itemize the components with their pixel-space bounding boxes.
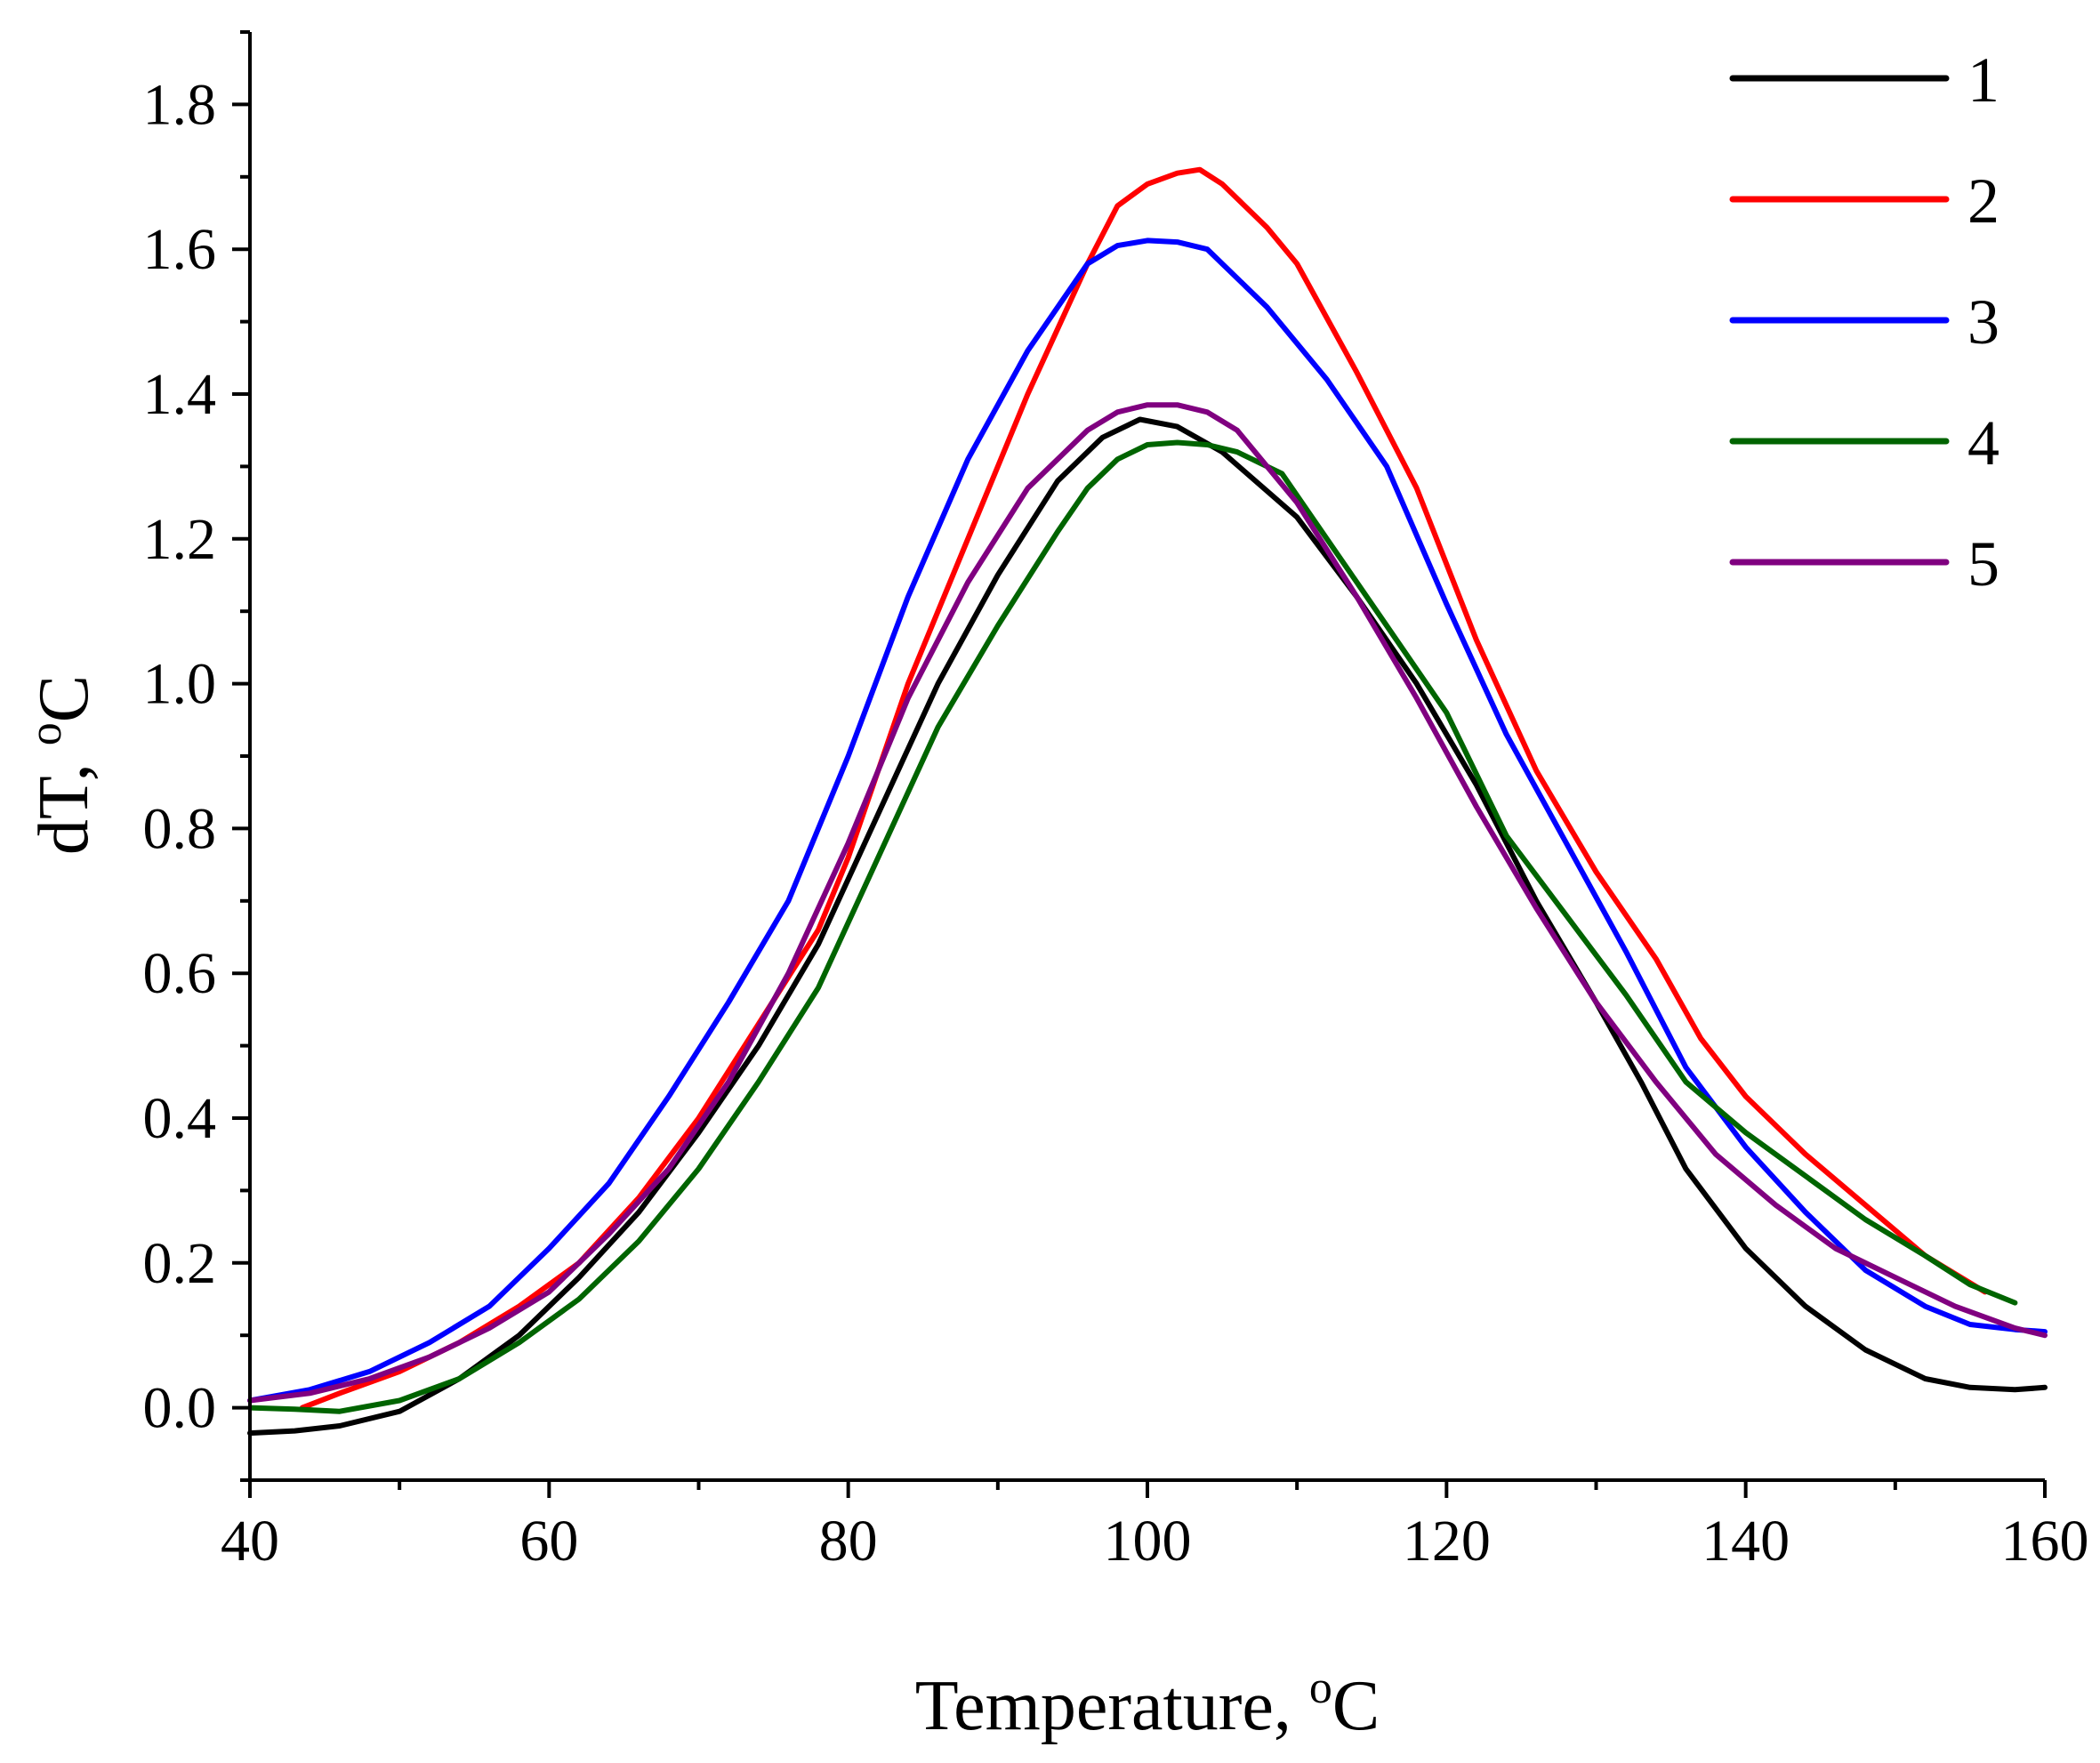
y-tick-label: 1.4 bbox=[143, 362, 217, 427]
legend-label-3: 3 bbox=[1967, 286, 1999, 358]
x-tick-label: 80 bbox=[819, 1509, 878, 1574]
x-tick-label: 60 bbox=[519, 1509, 578, 1574]
y-tick-label: 1.0 bbox=[143, 652, 217, 717]
y-tick-label: 0.8 bbox=[143, 796, 217, 861]
series-line-1 bbox=[247, 416, 2048, 1437]
y-tick-label: 1.2 bbox=[143, 507, 217, 572]
x-axis-title: Temperature, oC bbox=[915, 1662, 1380, 1745]
legend-label-5: 5 bbox=[1967, 528, 1999, 600]
y-tick-label: 0.0 bbox=[143, 1376, 217, 1441]
legend-label-2: 2 bbox=[1967, 165, 1999, 237]
y-tick-label: 0.4 bbox=[143, 1086, 217, 1151]
series-line-3 bbox=[247, 237, 2048, 1404]
legend-label-1: 1 bbox=[1967, 44, 1999, 116]
ticks-layer: 40 60 80 100 120 140 160 0.0 0.2 0.4 0.6 0.8 1.0 1.2 1… bbox=[143, 30, 2089, 1574]
series-line-2 bbox=[299, 166, 1988, 1411]
axes-layer bbox=[248, 32, 2045, 1482]
x-tick-label: 140 bbox=[1702, 1509, 1790, 1574]
y-tick-label: 1.8 bbox=[143, 72, 217, 137]
y-tick-label: 1.6 bbox=[143, 217, 217, 282]
legend: 1 2 3 4 5 bbox=[1729, 44, 1999, 600]
x-tick-label: 40 bbox=[221, 1509, 279, 1574]
legend-label-4: 4 bbox=[1967, 407, 1999, 479]
x-tick-label: 160 bbox=[2001, 1509, 2089, 1574]
y-tick-label: 0.6 bbox=[143, 941, 217, 1006]
series-layer bbox=[247, 166, 2048, 1437]
y-tick-label: 0.2 bbox=[143, 1231, 217, 1296]
y-axis-title: dT, oC bbox=[20, 675, 103, 855]
series-line-4 bbox=[247, 439, 2018, 1414]
x-tick-label: 100 bbox=[1104, 1509, 1192, 1574]
x-tick-label: 120 bbox=[1403, 1509, 1491, 1574]
series-line-5 bbox=[247, 402, 2048, 1404]
